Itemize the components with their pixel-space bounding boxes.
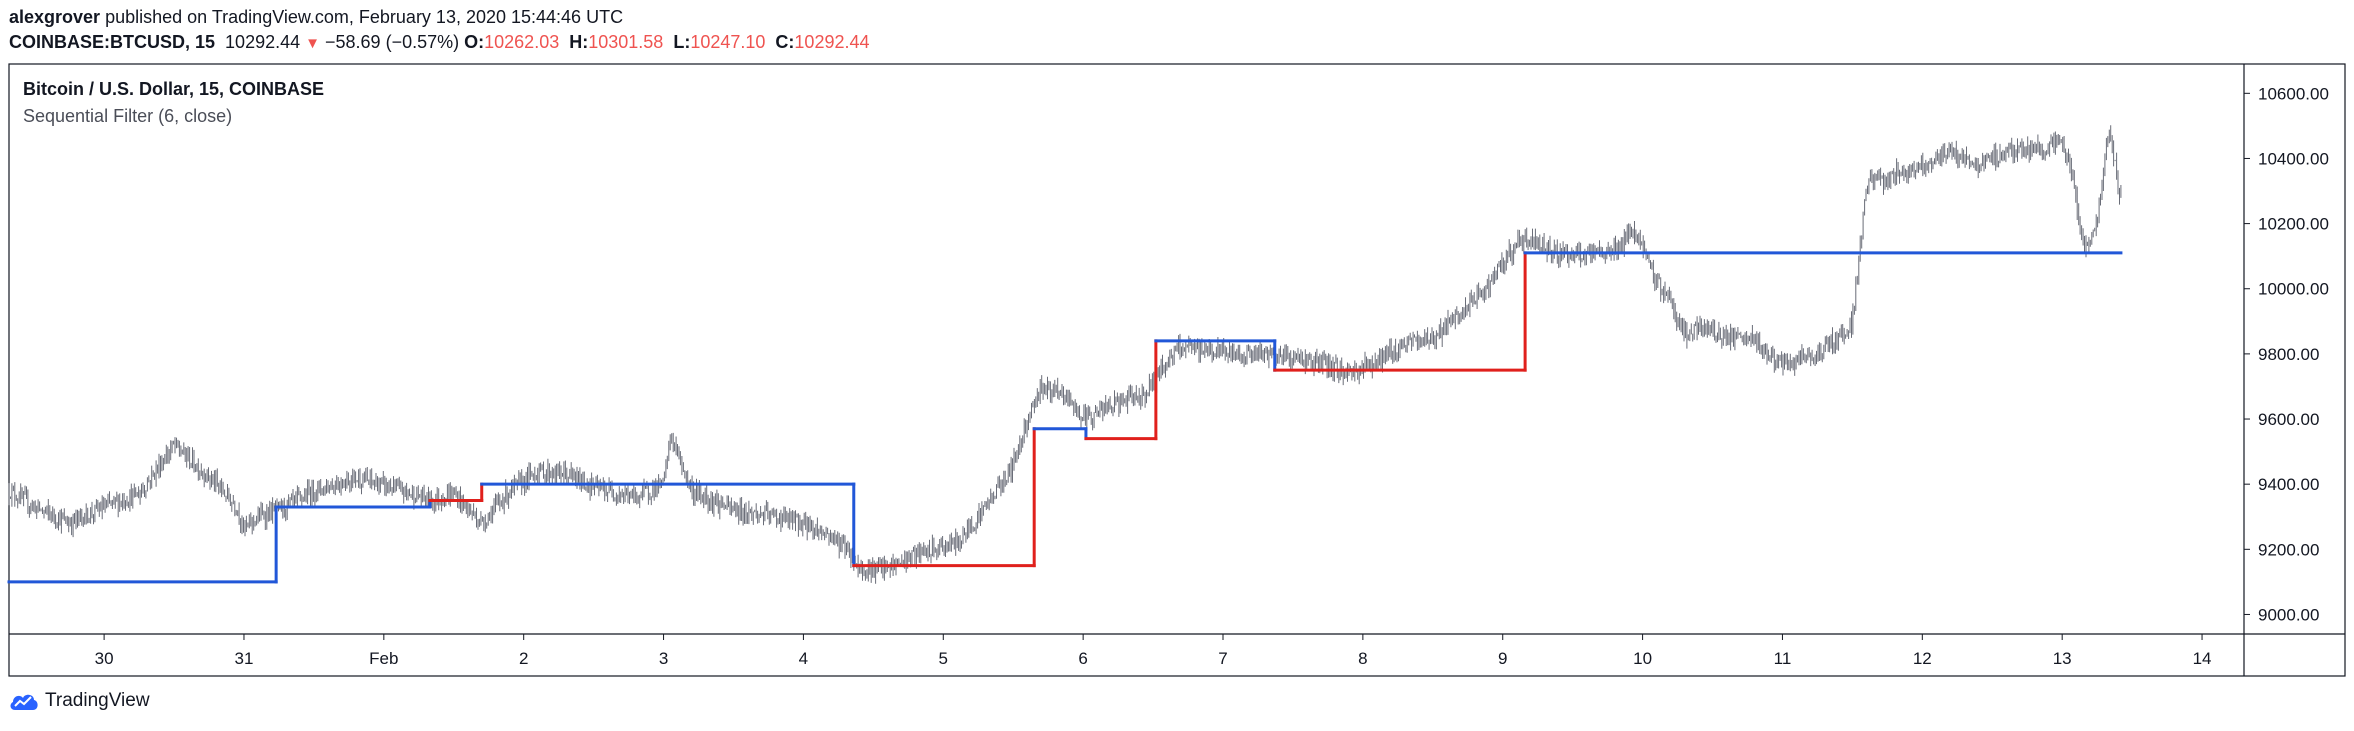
x-tick-label: 5 <box>939 649 948 668</box>
x-tick-label: 4 <box>799 649 808 668</box>
time-axis[interactable]: 30 31 Feb 2 3 4 5 6 7 8 9 10 11 12 13 14 <box>95 634 2212 668</box>
x-tick-label: 3 <box>659 649 668 668</box>
y-tick-label: 10400.00 <box>2258 149 2329 168</box>
price-axis[interactable]: 9000.00 9200.00 9400.00 9600.00 9800.00 10000… <box>2244 84 2329 624</box>
low-label: L: <box>673 32 691 52</box>
author-name[interactable]: alexgrover <box>9 7 101 27</box>
x-tick-label: 31 <box>235 649 254 668</box>
symbol-label: COINBASE:BTCUSD, 15 <box>9 32 216 52</box>
x-tick-label: 7 <box>1218 649 1227 668</box>
low-value: 10247.10 <box>690 32 766 52</box>
y-tick-label: 9600.00 <box>2258 410 2319 429</box>
indicator-label: Sequential Filter (6, close) <box>23 106 232 126</box>
open-label: O: <box>464 32 485 52</box>
last-price: 10292.44 <box>225 32 301 52</box>
published-text: published on TradingView.com, February 1… <box>105 7 624 27</box>
price-bars <box>8 125 2122 584</box>
tradingview-cloud-icon <box>10 694 38 710</box>
x-tick-label: 6 <box>1078 649 1087 668</box>
y-tick-label: 9200.00 <box>2258 540 2319 559</box>
plot-area <box>7 125 2123 584</box>
x-tick-label: 30 <box>95 649 114 668</box>
high-label: H: <box>569 32 589 52</box>
symbol-info: COINBASE:BTCUSD, 15 10292.44 ▼ −58.69 (−… <box>9 32 870 53</box>
y-tick-label: 10000.00 <box>2258 280 2329 299</box>
down-arrow-icon: ▼ <box>305 35 320 52</box>
y-tick-label: 9000.00 <box>2258 605 2319 624</box>
brand-name: TradingView <box>45 690 150 711</box>
y-tick-label: 10600.00 <box>2258 84 2329 103</box>
high-value: 10301.58 <box>588 32 664 52</box>
x-tick-label: 8 <box>1358 649 1367 668</box>
x-tick-label: 12 <box>1913 649 1932 668</box>
tradingview-logo[interactable]: TradingView <box>9 690 150 712</box>
x-tick-label: 9 <box>1498 649 1507 668</box>
x-tick-label: 14 <box>2193 649 2212 668</box>
chart-frame <box>8 63 2346 677</box>
close-value: 10292.44 <box>794 32 870 52</box>
x-tick-label: 2 <box>519 649 528 668</box>
x-tick-label: Feb <box>369 649 398 668</box>
close-label: C: <box>775 32 795 52</box>
y-tick-label: 9400.00 <box>2258 475 2319 494</box>
y-tick-label: 9800.00 <box>2258 345 2319 364</box>
publish-info: alexgrover published on TradingView.com,… <box>9 7 623 28</box>
x-tick-label: 10 <box>1633 649 1652 668</box>
x-tick-label: 13 <box>2053 649 2072 668</box>
price-change: −58.69 (−0.57%) <box>325 32 460 52</box>
y-tick-label: 10200.00 <box>2258 215 2329 234</box>
chart-title: Bitcoin / U.S. Dollar, 15, COINBASE <box>23 79 324 99</box>
x-tick-label: 11 <box>1774 649 1792 668</box>
open-value: 10262.03 <box>484 32 560 52</box>
